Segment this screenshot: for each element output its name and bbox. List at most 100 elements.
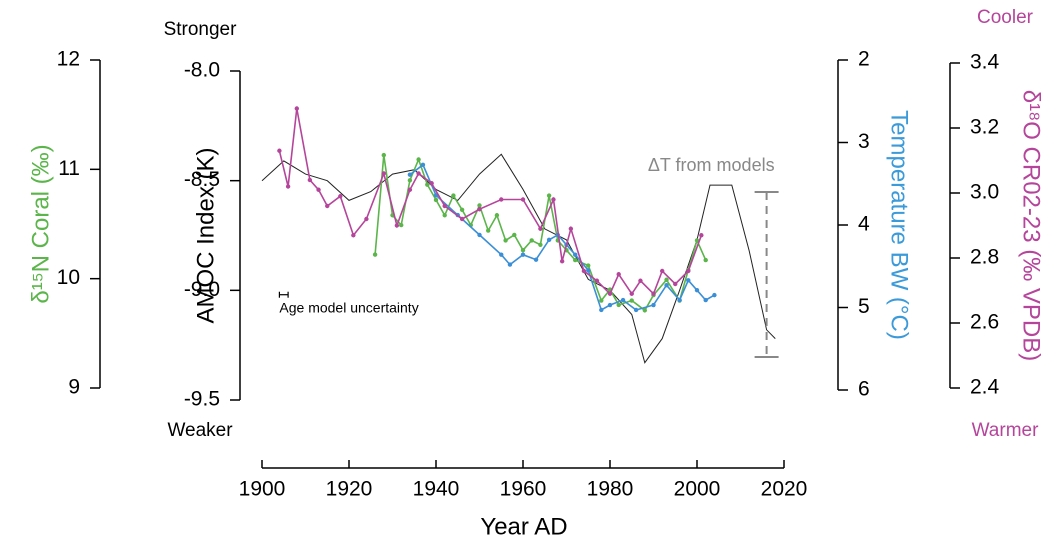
data-point (399, 222, 404, 228)
data-point (372, 252, 378, 257)
data-point (494, 213, 500, 218)
x-axis-title: Year AD (480, 513, 567, 540)
data-point (364, 216, 369, 222)
data-point (499, 252, 504, 257)
data-point (573, 257, 578, 263)
data-point (629, 298, 634, 303)
data-point (607, 291, 613, 296)
data-point (638, 278, 643, 283)
data-point (538, 226, 543, 231)
data-point (381, 152, 386, 158)
data-point (394, 223, 400, 228)
data-point (486, 228, 491, 233)
data-point (442, 203, 447, 209)
delta-t-label: ΔT from models (648, 155, 775, 175)
data-point (507, 262, 513, 267)
data-point (651, 302, 656, 308)
data-point (559, 259, 565, 264)
x-tick-label: 1900 (239, 478, 286, 501)
data-point (499, 197, 504, 202)
data-point (594, 278, 600, 283)
x-tick-label: 2000 (674, 478, 721, 501)
x-tick-label: 1920 (326, 478, 373, 501)
data-point (477, 232, 482, 238)
data-point (325, 203, 330, 209)
annotation: Stronger (164, 19, 238, 40)
data-point (664, 283, 669, 288)
data-point (664, 277, 669, 282)
x-tick-label: 1980 (587, 478, 634, 501)
data-point (568, 226, 574, 231)
data-point (433, 197, 439, 203)
data-point (416, 171, 421, 176)
x-tick-label: 2020 (761, 478, 808, 501)
data-point (381, 171, 386, 176)
y-tick-label: 9 (68, 376, 80, 399)
data-point (277, 148, 282, 153)
annotation: Cooler (977, 7, 1034, 28)
data-point (503, 238, 508, 243)
data-point (520, 197, 526, 202)
y-tick-label: 5 (858, 295, 870, 318)
y-tick-label: 3 (858, 130, 870, 153)
data-point (533, 257, 539, 262)
data-point (586, 268, 591, 273)
data-point (294, 106, 299, 111)
data-point (633, 307, 639, 313)
y-tick-label: -9.0 (184, 278, 220, 301)
data-point (694, 238, 700, 243)
data-point (529, 238, 534, 243)
data-point (642, 308, 647, 313)
data-point (599, 307, 604, 313)
data-point (416, 157, 421, 162)
data-point (407, 187, 413, 192)
y-tick-label: 12 (57, 48, 80, 71)
data-point (581, 268, 587, 274)
data-point (429, 181, 434, 186)
data-point (703, 297, 708, 303)
y-tick-label: 10 (57, 266, 80, 289)
data-point (451, 193, 456, 198)
data-point (686, 278, 691, 283)
data-point (420, 162, 426, 167)
data-point (520, 248, 526, 253)
data-point (316, 187, 321, 192)
age-bar-label: Age model uncertainty (279, 299, 418, 315)
y-axis-title: δ¹⁵N Coral (‰) (27, 144, 54, 303)
y-tick-label: 3.0 (970, 181, 999, 204)
data-point (620, 297, 626, 303)
data-point (686, 268, 691, 274)
data-point (407, 172, 413, 177)
data-point (586, 263, 591, 268)
data-point (699, 233, 704, 238)
data-point (477, 203, 482, 208)
data-point (546, 237, 552, 243)
series-line (261, 153, 776, 364)
data-point (599, 298, 604, 303)
data-point (307, 177, 313, 183)
data-point (677, 297, 682, 303)
data-point (351, 233, 356, 238)
y-axis-title: Temperature BW (°C) (886, 110, 913, 340)
annotation: Warmer (972, 420, 1040, 441)
data-point (407, 178, 413, 183)
x-tick-label: 1960 (500, 478, 547, 501)
y-tick-label: 2 (858, 48, 870, 71)
data-point (703, 257, 708, 263)
data-point (607, 302, 613, 308)
y-tick-label: 4 (858, 213, 870, 236)
data-point (459, 216, 465, 222)
data-point (538, 242, 543, 247)
annotation: Weaker (167, 420, 233, 441)
x-tick-label: 1940 (413, 478, 460, 501)
data-point (551, 197, 556, 202)
data-point (425, 182, 430, 187)
data-point (520, 252, 526, 257)
y-tick-label: 3.4 (970, 51, 1000, 74)
data-point (660, 268, 665, 274)
y-tick-label: -8.5 (184, 168, 220, 191)
y-tick-label: 6 (858, 378, 870, 401)
series-line (278, 108, 703, 296)
y-tick-label: 11 (58, 157, 80, 180)
